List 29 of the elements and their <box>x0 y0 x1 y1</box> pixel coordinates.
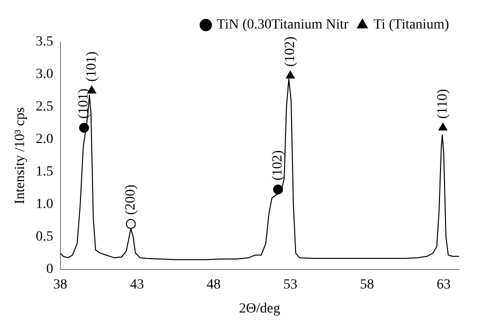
annotation: (110) <box>436 88 451 119</box>
point <box>273 184 284 194</box>
annotation: (200) <box>124 184 139 215</box>
annotation: (101) <box>84 51 100 82</box>
x-tick-label: 63 <box>436 277 451 292</box>
y-tick-label: 1.0 <box>36 197 54 212</box>
y-tick-label: 3.5 <box>36 34 54 50</box>
x-axis-title: 2Θ/deg <box>239 301 280 316</box>
annotation: (102) <box>270 150 286 180</box>
annotation: (101) <box>76 88 92 119</box>
x-tick-label: 38 <box>53 277 68 292</box>
legend-label: Ti (Titanium) <box>373 18 450 33</box>
y-tick-label: 1.5 <box>36 164 54 180</box>
y-tick-label: 3.0 <box>36 67 54 82</box>
legend-label: TiN (0.30Titanium Nitr <box>216 18 349 33</box>
point <box>438 122 448 131</box>
x-tick-label: 43 <box>130 277 144 292</box>
y-axis-title: Intensity /10³ cps <box>13 107 28 204</box>
y-tick-label: 2.0 <box>36 132 54 148</box>
x-tick-label: 48 <box>206 277 221 292</box>
point <box>286 70 295 79</box>
y-tick-label: 0.5 <box>36 230 54 245</box>
annotation: (102) <box>282 36 298 67</box>
point <box>79 122 90 133</box>
x-tick-label: 53 <box>283 277 298 292</box>
x-tick-label: 58 <box>360 277 374 292</box>
y-tick-label: 2.5 <box>36 100 54 115</box>
point <box>126 218 136 229</box>
y-tick-label: 0 <box>46 262 54 278</box>
